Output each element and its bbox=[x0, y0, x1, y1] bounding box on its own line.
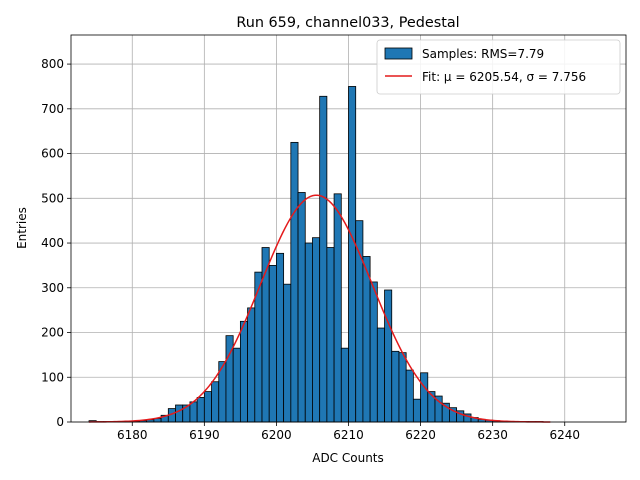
x-tick-label: 6230 bbox=[477, 428, 508, 442]
x-tick-label: 6200 bbox=[261, 428, 292, 442]
histogram-bar bbox=[283, 283, 292, 423]
x-tick-label: 6240 bbox=[549, 428, 580, 442]
histogram-bar bbox=[319, 95, 328, 423]
legend-histogram-label: Samples: RMS=7.79 bbox=[422, 47, 544, 61]
histogram-bar bbox=[384, 289, 393, 423]
y-axis-ticks: 0 100 200 300 400 500 600 700 800 bbox=[41, 57, 71, 429]
histogram-bar bbox=[326, 247, 335, 423]
histogram-bar bbox=[376, 327, 385, 423]
y-tick-label: 0 bbox=[56, 415, 64, 429]
y-tick-label: 600 bbox=[41, 147, 64, 161]
histogram-bar bbox=[211, 381, 220, 423]
legend-histogram-swatch bbox=[384, 47, 413, 60]
histogram-bar bbox=[175, 404, 184, 423]
histogram-bars bbox=[88, 86, 544, 423]
histogram-bar bbox=[232, 347, 241, 423]
x-tick-label: 6220 bbox=[405, 428, 436, 442]
y-tick-label: 100 bbox=[41, 370, 64, 384]
histogram-bar bbox=[239, 320, 248, 423]
x-tick-label: 6180 bbox=[117, 428, 148, 442]
histogram-bar bbox=[297, 192, 306, 423]
histogram-bar bbox=[290, 141, 299, 423]
chart-title: Run 659, channel033, Pedestal bbox=[236, 15, 459, 31]
y-tick-label: 700 bbox=[41, 102, 64, 116]
y-tick-label: 400 bbox=[41, 236, 64, 250]
histogram-bar bbox=[405, 369, 414, 423]
histogram-bar bbox=[398, 352, 407, 423]
legend-box bbox=[376, 39, 621, 95]
y-tick-label: 500 bbox=[41, 191, 64, 205]
histogram-bar bbox=[276, 252, 285, 423]
histogram-bar bbox=[247, 307, 256, 423]
fit-curve bbox=[89, 194, 551, 423]
histogram-bar bbox=[189, 401, 198, 423]
histogram-bar bbox=[333, 193, 342, 423]
histogram-bar bbox=[268, 265, 277, 423]
histogram-bar bbox=[203, 391, 212, 423]
x-tick-label: 6190 bbox=[189, 428, 220, 442]
histogram-bar bbox=[369, 281, 378, 423]
histogram-bar bbox=[420, 372, 429, 423]
y-tick-label: 200 bbox=[41, 326, 64, 340]
histogram-bar bbox=[340, 347, 349, 423]
histogram-bar bbox=[196, 396, 205, 423]
y-tick-label: 300 bbox=[41, 281, 64, 295]
x-axis-ticks: 6180 6190 6200 6210 6220 6230 6240 bbox=[117, 422, 580, 442]
histogram-bar bbox=[348, 86, 357, 423]
legend: Samples: RMS=7.79 Fit: μ = 6205.54, σ = … bbox=[376, 39, 621, 95]
histogram-bar bbox=[312, 237, 321, 423]
histogram-bar bbox=[412, 398, 421, 423]
y-tick-label: 800 bbox=[41, 57, 64, 71]
y-axis-label: Entries bbox=[15, 207, 29, 249]
legend-fit-label: Fit: μ = 6205.54, σ = 7.756 bbox=[422, 70, 586, 84]
histogram-bar bbox=[355, 220, 364, 423]
histogram-bar bbox=[362, 256, 371, 423]
histogram-bar bbox=[391, 350, 400, 423]
x-axis-label: ADC Counts bbox=[312, 451, 384, 465]
x-tick-label: 6210 bbox=[333, 428, 364, 442]
histogram-bar bbox=[304, 242, 313, 423]
